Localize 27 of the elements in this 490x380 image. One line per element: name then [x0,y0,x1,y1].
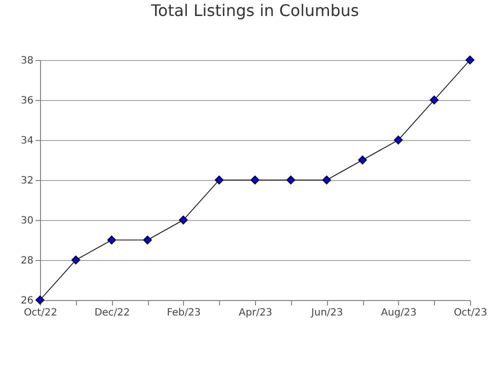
point [107,236,116,244]
y-tick-label: 30 [20,216,34,226]
x-tick-label: Aug/23 [381,308,417,318]
point [394,136,403,144]
x-tick-label: Feb/23 [166,308,201,318]
x-tick-label: Jun/23 [310,308,344,318]
point [178,216,188,224]
y-tick-label: 36 [20,96,34,106]
point [214,176,224,184]
point [358,156,367,164]
point [430,96,439,104]
x-tick-label: Apr/23 [238,308,272,318]
point [322,176,332,184]
y-tick-label: 34 [20,136,34,146]
point [466,56,474,64]
y-tick-label: 28 [20,256,34,266]
point [71,256,80,264]
chart-title: Total Listings in Columbus [150,1,360,20]
point [143,236,152,244]
y-tick-label: 26 [20,296,34,306]
y-tick-label: 38 [20,56,34,66]
y-tick-label: 32 [20,176,34,186]
x-tick-label: Oct/22 [24,308,58,318]
point [250,176,260,184]
point [286,176,296,184]
x-tick-label: Dec/22 [94,308,130,318]
x-tick-label: Oct/23 [454,308,488,318]
